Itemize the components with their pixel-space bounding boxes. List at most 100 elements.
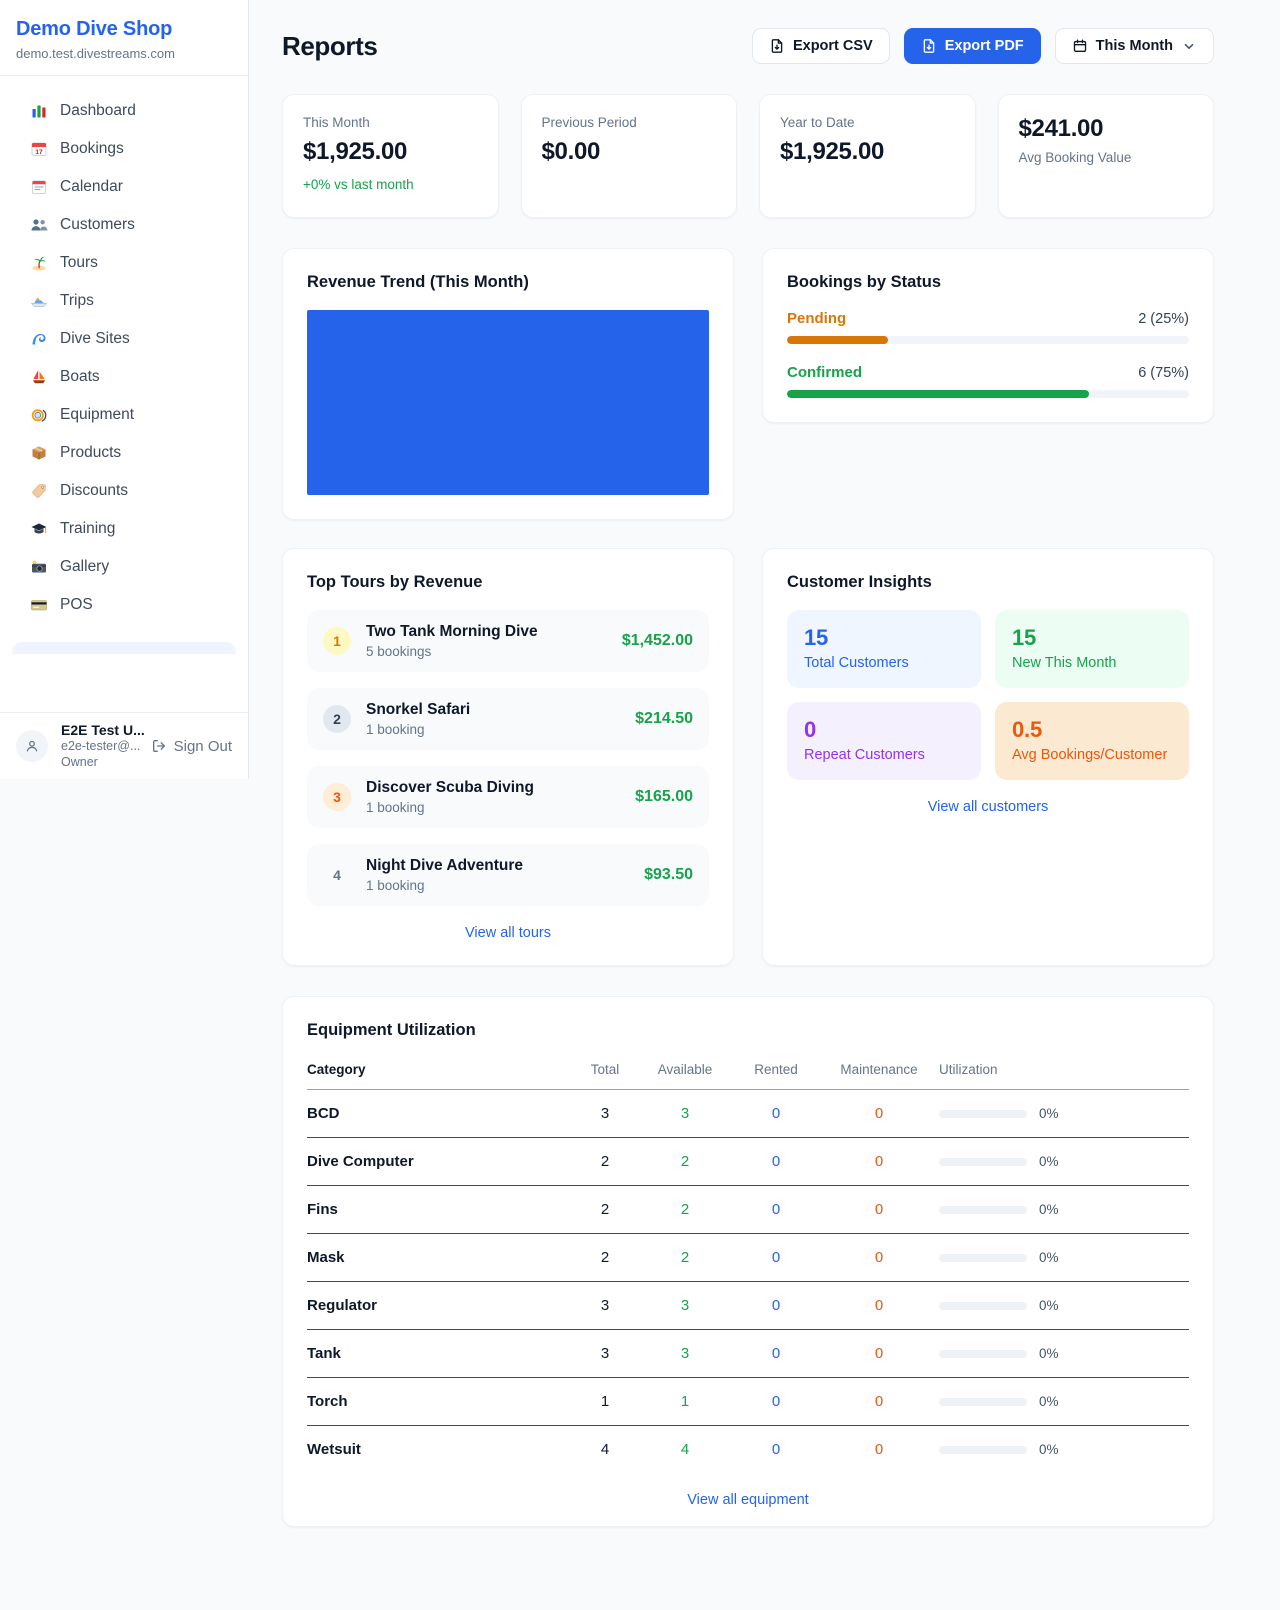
equipment-table-body: BCD 3 3 0 0 0% Dive Computer 2: [307, 1090, 1189, 1473]
stat-card-previous-period: Previous Period $0.00: [520, 94, 737, 218]
rank-badge: 2: [323, 705, 351, 733]
tour-row[interactable]: 4 Night Dive Adventure 1 booking $93.50: [307, 844, 709, 906]
sidebar-item-discounts[interactable]: Discounts: [12, 472, 236, 510]
export-pdf-button[interactable]: Export PDF: [903, 28, 1041, 64]
equipment-available: 2: [680, 1201, 690, 1218]
utilization-bar-track: [939, 1205, 1027, 1214]
equipment-row: BCD 3 3 0 0 0%: [307, 1090, 1189, 1138]
view-all-customers-link[interactable]: View all customers: [927, 799, 1049, 815]
stat-card-year-to-date: Year to Date $1,925.00: [759, 94, 976, 218]
sidebar-item-customers[interactable]: Customers: [12, 206, 236, 244]
rank-badge: 1: [323, 627, 351, 655]
equipment-available: 2: [680, 1249, 690, 1266]
dive-mask-icon: [30, 406, 48, 424]
sign-out-button[interactable]: Sign Out: [151, 738, 232, 755]
equipment-row: Dive Computer 2 2 0 0 0%: [307, 1138, 1189, 1186]
utilization-percent: 0%: [1039, 1442, 1059, 1457]
two-people-icon: [30, 216, 48, 234]
tour-row[interactable]: 3 Discover Scuba Diving 1 booking $165.0…: [307, 766, 709, 828]
person-icon: [24, 738, 40, 754]
sidebar-item-gallery[interactable]: Gallery: [12, 548, 236, 586]
stat-value: $241.00: [1018, 115, 1104, 142]
shop-name[interactable]: Demo Dive Shop: [16, 18, 173, 40]
equipment-rented: 0: [771, 1393, 781, 1410]
stat-trend-note: +0% vs last month: [303, 177, 414, 192]
tour-amount: $214.50: [635, 710, 693, 727]
stat-label: This Month: [303, 115, 370, 130]
revenue-trend-title: Revenue Trend (This Month): [307, 273, 529, 291]
user-name: E2E Test U...: [61, 722, 145, 739]
sidebar-active-item-partial[interactable]: [12, 642, 236, 654]
stat-cards: This Month $1,925.00 +0% vs last month P…: [282, 94, 1214, 218]
rank-badge: 3: [323, 783, 351, 811]
sidebar-item-equipment[interactable]: Equipment: [12, 396, 236, 434]
insight-tile: 15 New This Month: [995, 610, 1189, 688]
equipment-maintenance: 0: [874, 1441, 884, 1458]
status-progress-fill: [787, 336, 888, 344]
sidebar: Demo Dive Shop demo.test.divestreams.com…: [0, 0, 249, 779]
status-row: Confirmed 6 (75%): [787, 364, 1189, 398]
avatar: [16, 730, 48, 762]
sidebar-item-trips[interactable]: Trips: [12, 282, 236, 320]
status-progress-fill: [787, 390, 1089, 398]
palm-island-icon: [30, 254, 48, 272]
sidebar-item-tours[interactable]: Tours: [12, 244, 236, 282]
sidebar-item-products[interactable]: Products: [12, 434, 236, 472]
insight-tile: 0.5 Avg Bookings/Customer: [995, 702, 1189, 780]
tour-amount: $93.50: [644, 866, 693, 883]
sidebar-item-calendar[interactable]: Calendar: [12, 168, 236, 206]
tour-row[interactable]: 2 Snorkel Safari 1 booking $214.50: [307, 688, 709, 750]
utilization-percent: 0%: [1039, 1394, 1059, 1409]
sidebar-item-training[interactable]: Training: [12, 510, 236, 548]
equipment-available: 4: [680, 1441, 690, 1458]
bookings-by-status-title: Bookings by Status: [787, 273, 942, 291]
insight-value: 15: [1012, 625, 1037, 650]
top-tours-card: Top Tours by Revenue 1 Two Tank Morning …: [282, 548, 734, 966]
utilization-percent: 0%: [1039, 1346, 1059, 1361]
sidebar-item-dive-sites[interactable]: Dive Sites: [12, 320, 236, 358]
equipment-rented: 0: [771, 1153, 781, 1170]
stat-label: Previous Period: [541, 115, 637, 130]
view-all-equipment-link[interactable]: View all equipment: [687, 1492, 809, 1508]
sidebar-item-label: Equipment: [60, 406, 135, 423]
logout-icon: [151, 738, 167, 754]
equipment-maintenance: 0: [874, 1249, 884, 1266]
utilization-bar-track: [939, 1301, 1027, 1310]
col-rented: Rented: [754, 1062, 798, 1077]
period-select[interactable]: This Month: [1054, 28, 1214, 64]
sidebar-item-bookings[interactable]: 17 Bookings: [12, 130, 236, 168]
tour-name: Snorkel Safari: [366, 701, 471, 718]
equipment-total: 2: [600, 1249, 610, 1266]
equipment-maintenance: 0: [874, 1201, 884, 1218]
stat-value: $1,925.00: [303, 138, 408, 165]
export-csv-label: Export CSV: [792, 38, 873, 54]
export-csv-button[interactable]: Export CSV: [751, 28, 890, 64]
sidebar-item-label: Bookings: [60, 140, 124, 157]
stat-value: $0.00: [541, 138, 601, 165]
equipment-available: 3: [680, 1345, 690, 1362]
tour-name: Two Tank Morning Dive: [366, 623, 538, 640]
equipment-category: Dive Computer: [307, 1153, 414, 1170]
equipment-available: 2: [680, 1153, 690, 1170]
col-category: Category: [307, 1062, 366, 1077]
sidebar-item-dashboard[interactable]: Dashboard: [12, 92, 236, 130]
utilization-bar-track: [939, 1109, 1027, 1118]
tour-row[interactable]: 1 Two Tank Morning Dive 5 bookings $1,45…: [307, 610, 709, 672]
view-all-tours-link[interactable]: View all tours: [465, 925, 551, 941]
col-total: Total: [590, 1062, 620, 1077]
sidebar-item-boats[interactable]: Boats: [12, 358, 236, 396]
status-count: 6 (75%): [1138, 364, 1189, 381]
box-icon: [30, 444, 48, 462]
equipment-rented: 0: [771, 1297, 781, 1314]
grad-cap-icon: [30, 520, 48, 538]
customer-insights-card: Customer Insights 15 Total Customers 15 …: [762, 548, 1214, 966]
user-role: Owner: [61, 754, 98, 769]
sidebar-item-pos[interactable]: POS: [12, 586, 236, 624]
equipment-maintenance: 0: [874, 1153, 884, 1170]
export-pdf-label: Export PDF: [944, 38, 1024, 54]
utilization-bar-track: [939, 1397, 1027, 1406]
equipment-available: 3: [680, 1297, 690, 1314]
equipment-rented: 0: [771, 1201, 781, 1218]
stat-value: $1,925.00: [780, 138, 885, 165]
equipment-row: Fins 2 2 0 0 0%: [307, 1186, 1189, 1234]
